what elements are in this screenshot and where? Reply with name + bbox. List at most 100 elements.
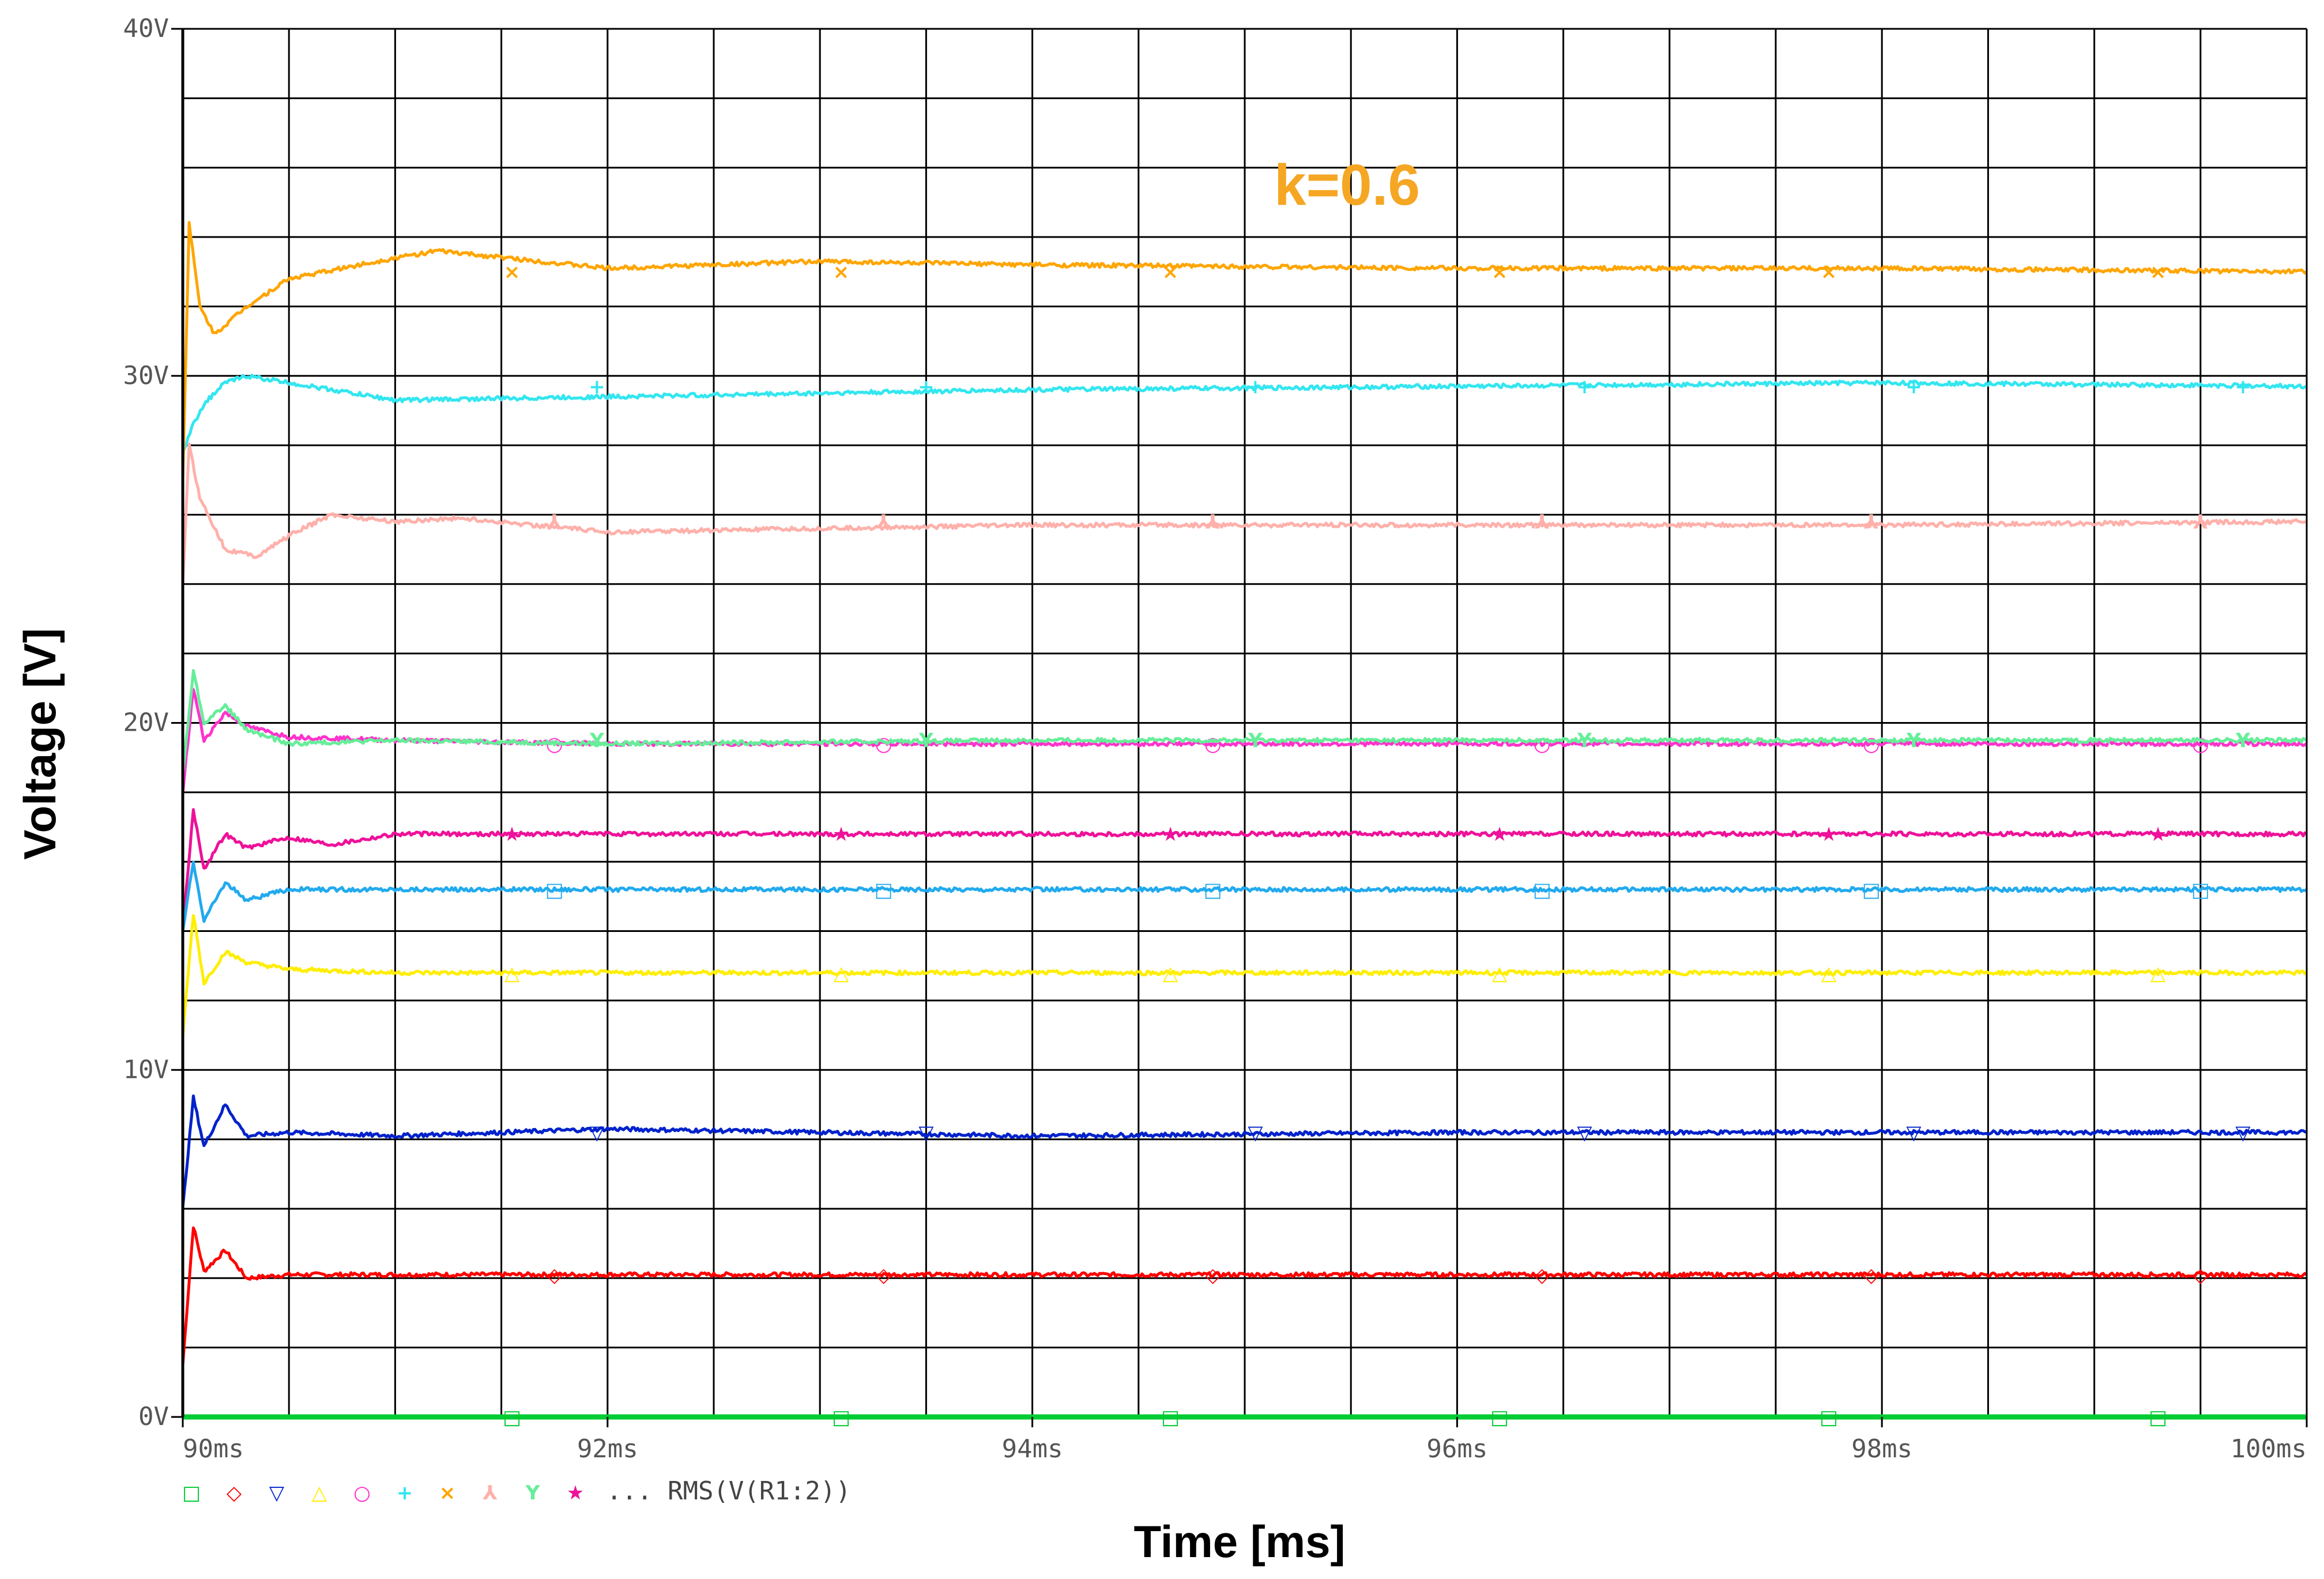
series-marker: ⅄ [547, 510, 562, 533]
y-tick-label: 20V [123, 708, 169, 738]
series-marker: ⅄ [1864, 510, 1879, 533]
legend-marker: ◇ [227, 1482, 242, 1505]
series-marker: Y [2235, 730, 2250, 753]
legend-marker: ○ [353, 1482, 371, 1505]
series-marker: ◇ [1535, 1264, 1550, 1287]
legend-marker: + [397, 1482, 413, 1505]
legend-marker: × [439, 1482, 456, 1505]
series-marker: ◇ [547, 1264, 563, 1287]
series-marker: ★ [1491, 823, 1508, 846]
series-marker: × [504, 261, 521, 284]
series-marker: ○ [2192, 733, 2209, 756]
y-axis-label: Voltage [V] [14, 628, 65, 860]
series-marker: △ [834, 962, 849, 985]
series-marker: Y [918, 730, 933, 753]
series-marker: Y [1577, 730, 1592, 753]
series-marker: ★ [2149, 823, 2167, 846]
series-marker: ⅄ [876, 510, 891, 533]
legend-marker: ▽ [269, 1482, 285, 1505]
series-marker: ▽ [1577, 1122, 1592, 1145]
series-marker: ▽ [589, 1122, 605, 1145]
series-marker: Y [589, 730, 604, 753]
x-tick-label: 94ms [1002, 1434, 1063, 1464]
series-marker: □ [2191, 878, 2210, 901]
series-marker: + [589, 375, 605, 398]
series-marker: ▽ [918, 1122, 934, 1145]
series-marker: □ [1862, 878, 1881, 901]
series-marker: □ [2149, 1406, 2167, 1429]
series-marker: △ [1163, 962, 1178, 985]
series-marker: + [1247, 375, 1264, 398]
legend-marker: Y [525, 1482, 540, 1505]
x-tick-labels: 90ms 92ms 94ms 96ms 98ms 100ms [182, 1417, 2308, 1464]
legend-marker: △ [312, 1482, 327, 1505]
series-line [181, 442, 2307, 585]
series-marker: □ [545, 878, 564, 901]
legend-marker: ⅄ [483, 1482, 498, 1505]
series-marker: ⅄ [1206, 510, 1221, 533]
series-marker: + [2235, 375, 2251, 398]
y-tick-labels: 0V 10V 20V 30V 40V [123, 14, 183, 1431]
x-tick-label: 96ms [1426, 1434, 1487, 1464]
series-marker: × [1821, 261, 1837, 284]
series-marker: + [918, 375, 935, 398]
series-marker: ▽ [1248, 1122, 1263, 1145]
series-marker: △ [2150, 962, 2166, 985]
series-marker: ▽ [2235, 1122, 2251, 1145]
series-marker: □ [503, 1406, 521, 1429]
series-marker: ★ [1820, 823, 1837, 846]
series-marker: × [833, 261, 850, 284]
x-tick-label: 92ms [577, 1434, 638, 1464]
series-marker: ★ [833, 823, 850, 846]
series-line [181, 374, 2307, 453]
series-marker: ○ [1204, 733, 1222, 756]
series-marker: ○ [1534, 733, 1551, 756]
y-tick-label: 30V [123, 361, 169, 390]
series-marker: □ [875, 878, 893, 901]
series-marker: Y [1906, 730, 1921, 753]
series-marker: □ [832, 1406, 850, 1429]
x-tick-label: 100ms [2231, 1434, 2307, 1464]
series-marker: + [1905, 375, 1922, 398]
series-marker: + [1576, 375, 1593, 398]
y-tick-label: 40V [123, 14, 169, 43]
series-marker: Y [1248, 730, 1263, 753]
series-marker: ★ [503, 823, 521, 846]
series-layer: □ □ □ □ □ □◇ ◇ ◇ ◇ ◇ ◇▽ ▽ ▽ ▽ ▽ ▽△ △ △ △ △ △○ ○ ○ ○ ○ ○+ + + + + +× × × ×… [181, 221, 2308, 1429]
series-marker: □ [1490, 1406, 1509, 1429]
legend-marker: ★ [567, 1482, 584, 1505]
series-marker: □ [1533, 878, 1551, 901]
x-tick-label: 98ms [1851, 1434, 1912, 1464]
series-marker: □ [1820, 1406, 1838, 1429]
series-marker: × [1162, 261, 1179, 284]
series-marker: ○ [1863, 733, 1880, 756]
series-marker: × [2150, 261, 2167, 284]
grid [183, 29, 2307, 1417]
k-annotation: k=0.6 [1274, 153, 1420, 217]
x-tick-label: 90ms [183, 1434, 244, 1464]
series-line [181, 1226, 2308, 1365]
series-line [181, 1094, 2307, 1208]
series-marker: ◇ [2193, 1264, 2209, 1287]
series-line [181, 669, 2308, 775]
series-marker: △ [1492, 962, 1508, 985]
series-marker: ⅄ [2193, 510, 2208, 533]
legend-marker: □ [182, 1482, 201, 1505]
series-marker: × [1491, 261, 1508, 284]
series-marker: ⅄ [1535, 510, 1550, 533]
series-line [181, 221, 2308, 480]
series-marker: ★ [1162, 823, 1179, 846]
series-line [181, 808, 2308, 931]
series-marker: □ [1204, 878, 1222, 901]
series-marker: ◇ [1864, 1264, 1879, 1287]
series-marker: ▽ [1906, 1122, 1922, 1145]
series-line [181, 860, 2308, 932]
legend: □ ◇ ▽ △ ○ + × ⅄ Y ★ ... RMS(V(R1:2)) [182, 1476, 851, 1506]
y-tick-label: 0V [138, 1402, 169, 1431]
x-axis-label: Time [ms] [1134, 1516, 1346, 1567]
series-line [181, 914, 2308, 1037]
series-marker: △ [1821, 962, 1837, 985]
y-tick-label: 10V [123, 1055, 169, 1084]
series-marker: ◇ [876, 1264, 892, 1287]
